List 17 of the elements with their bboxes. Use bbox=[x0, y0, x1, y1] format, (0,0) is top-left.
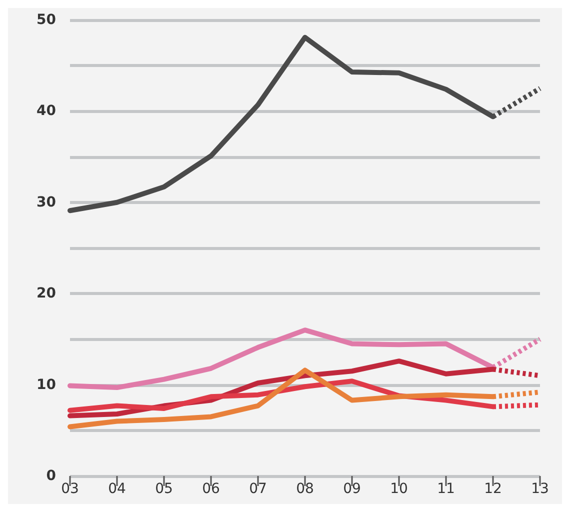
x-tick-label: 03 bbox=[61, 481, 79, 497]
x-tick-label: 09 bbox=[343, 481, 361, 497]
x-tick-label: 12 bbox=[484, 481, 502, 497]
y-tick-label: 0 bbox=[46, 468, 56, 484]
y-tick-label: 40 bbox=[36, 103, 56, 120]
x-tick-label: 11 bbox=[437, 481, 455, 497]
y-tick-label: 10 bbox=[36, 376, 56, 393]
x-tick-label: 10 bbox=[390, 481, 408, 497]
x-tick-label: 08 bbox=[296, 481, 314, 497]
y-tick-label: 50 bbox=[36, 12, 56, 28]
x-tick-label: 06 bbox=[202, 481, 220, 497]
y-tick-label: 30 bbox=[36, 194, 56, 210]
x-tick-label: 13 bbox=[531, 481, 549, 497]
x-tick-label: 04 bbox=[108, 481, 126, 497]
x-tick-label: 07 bbox=[249, 481, 267, 497]
y-tick-label: 20 bbox=[36, 286, 56, 302]
x-tick-label: 05 bbox=[155, 481, 173, 497]
